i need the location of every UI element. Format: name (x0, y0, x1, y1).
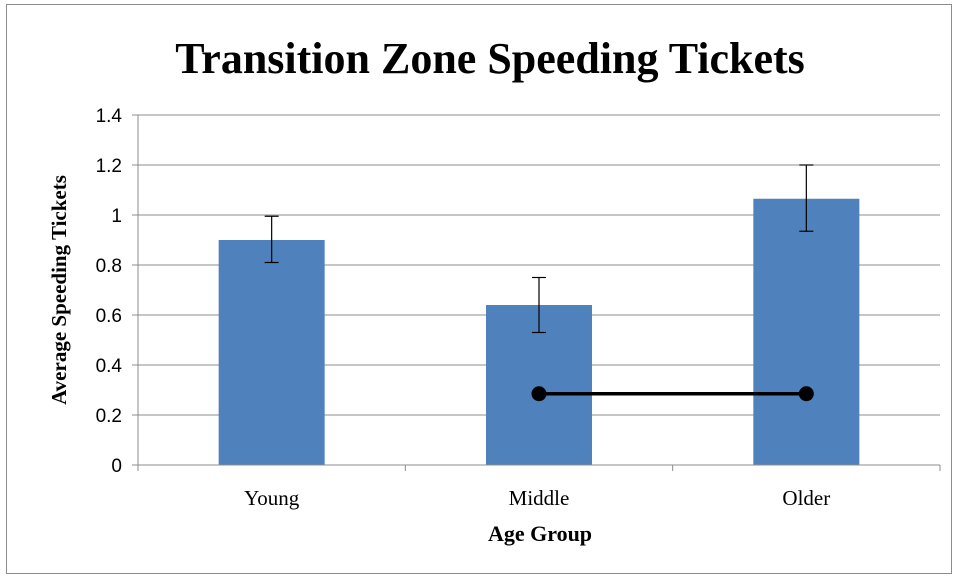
y-tick-label: 0.2 (96, 406, 122, 427)
y-axis-label: Average Speeding Tickets (47, 175, 71, 405)
x-tick-label: Older (782, 486, 830, 510)
x-tick-labels: Young Middle Older (244, 486, 830, 510)
y-tick-label: 0.8 (96, 256, 122, 277)
y-tick-label: 0.4 (96, 356, 123, 377)
y-tick-labels: 0 0.2 0.4 0.6 0.8 1 1.2 1.4 (96, 106, 123, 477)
error-bars (264, 164, 814, 334)
bracket-endpoint (798, 386, 814, 402)
bracket-endpoint (531, 386, 547, 402)
chart-title: Transition Zone Speeding Tickets (175, 34, 805, 83)
y-tick-label: 0 (111, 456, 122, 477)
y-tick-label: 1.4 (96, 106, 123, 127)
bars (218, 198, 860, 465)
x-tick-label: Young (244, 486, 300, 510)
axes (137, 115, 941, 471)
significance-bracket (531, 386, 814, 402)
y-tick-label: 1 (111, 206, 122, 227)
x-tick-label: Middle (509, 486, 570, 510)
bar-older (753, 198, 860, 465)
y-tick-label: 0.6 (96, 306, 122, 327)
x-axis-label: Age Group (488, 521, 592, 546)
bar-young (218, 240, 325, 465)
y-tick-label: 1.2 (96, 156, 122, 177)
